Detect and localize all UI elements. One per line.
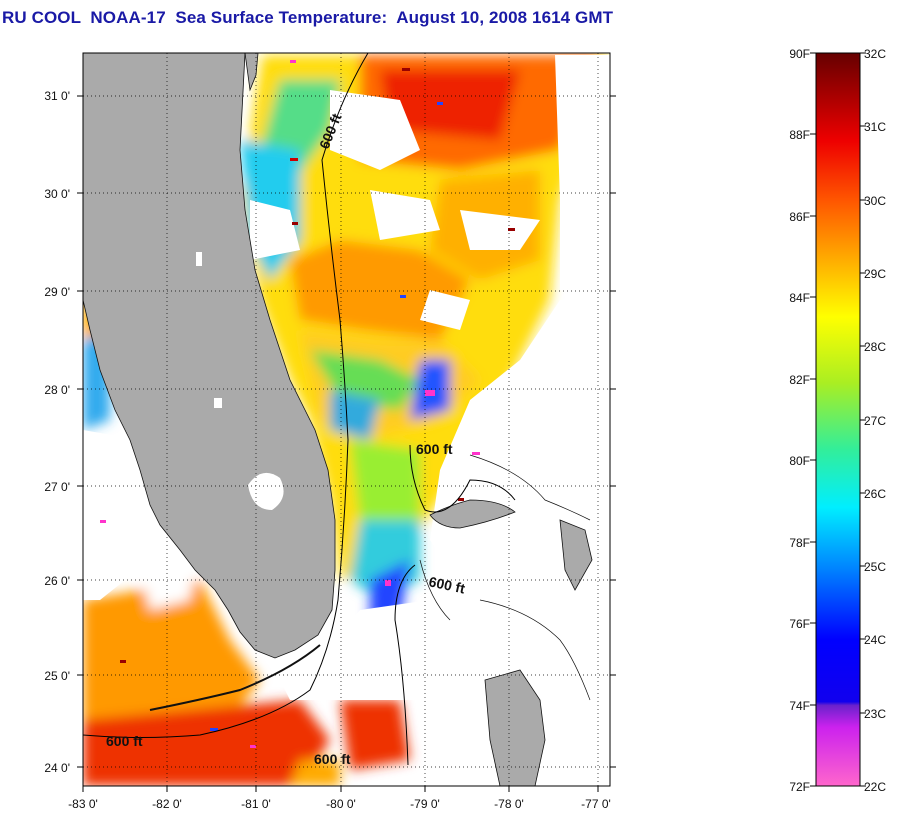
florida-keys (149, 644, 321, 711)
grand-bahama (429, 499, 516, 529)
celsius-label: 27C (864, 414, 886, 428)
lat-label: 24 0' (44, 761, 70, 775)
cloud-gaps (83, 55, 610, 786)
lat-label: 28 0' (44, 383, 70, 397)
fahrenheit-label: 74F (789, 699, 810, 713)
fahrenheit-label: 76F (789, 617, 810, 631)
contour-label: 600 ft (314, 751, 351, 767)
lat-label: 29 0' (44, 285, 70, 299)
axis-ticks (77, 95, 616, 792)
longitude-labels: -83 0' -82 0' -81 0' -80 0' -79 0' -78 0… (68, 797, 611, 811)
celsius-label: 32C (864, 47, 886, 61)
bank-outline (419, 454, 591, 701)
lon-label: -82 0' (152, 797, 182, 811)
temperature-colorbar: 90F 88F 86F 84F 82F 80F 78F 76F 74F 72F … (789, 47, 886, 794)
lon-label: -79 0' (410, 797, 440, 811)
latitude-labels: 31 0' 30 0' 29 0' 28 0' 27 0' 26 0' 25 0… (44, 89, 70, 775)
abaco (559, 519, 593, 591)
lon-label: -83 0' (68, 797, 98, 811)
celsius-label: 30C (864, 194, 886, 208)
fahrenheit-labels: 90F 88F 86F 84F 82F 80F 78F 76F 74F 72F (789, 47, 810, 794)
fahrenheit-label: 90F (789, 47, 810, 61)
lat-label: 30 0' (44, 187, 70, 201)
celsius-label: 26C (864, 487, 886, 501)
fahrenheit-label: 72F (789, 780, 810, 794)
lon-label: -77 0' (581, 797, 611, 811)
fahrenheit-label: 88F (789, 128, 810, 142)
depth-contour-600ft-east (409, 444, 516, 513)
fahrenheit-label: 78F (789, 536, 810, 550)
lat-label: 27 0' (44, 480, 70, 494)
fahrenheit-label: 84F (789, 291, 810, 305)
map-panel (83, 53, 610, 786)
georgia-coast (200, 53, 259, 92)
celsius-label: 22C (864, 780, 886, 794)
fahrenheit-label: 82F (789, 373, 810, 387)
map-frame (82, 52, 611, 787)
celsius-label: 23C (864, 707, 886, 721)
lat-label: 26 0' (44, 574, 70, 588)
celsius-label: 31C (864, 120, 886, 134)
lon-label: -81 0' (241, 797, 271, 811)
lon-label: -78 0' (494, 797, 524, 811)
depth-contour-600ft (83, 53, 369, 738)
map-title: RU COOL NOAA-17 Sea Surface Temperature:… (2, 8, 614, 27)
fahrenheit-label: 80F (789, 454, 810, 468)
contour-label: 600 ft (427, 573, 466, 596)
noise-pixels (100, 60, 515, 748)
fahrenheit-label: 86F (789, 210, 810, 224)
lake-okeechobee (248, 472, 284, 510)
depth-contour-600ft-south (394, 564, 416, 766)
contour-label: 600 ft (416, 441, 453, 457)
celsius-labels: 32C 31C 30C 29C 28C 27C 26C 25C 24C 23C … (864, 47, 886, 794)
celsius-label: 25C (864, 560, 886, 574)
lat-label: 25 0' (44, 669, 70, 683)
celsius-label: 24C (864, 633, 886, 647)
lat-label: 31 0' (44, 89, 70, 103)
celsius-label: 29C (864, 267, 886, 281)
lon-label: -80 0' (326, 797, 356, 811)
celsius-label: 28C (864, 340, 886, 354)
contour-label: 600 ft (106, 733, 143, 749)
